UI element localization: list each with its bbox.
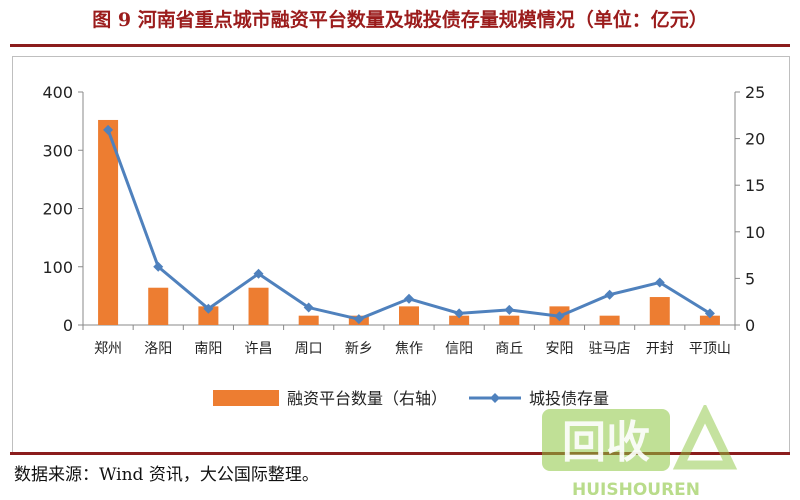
bar [148, 287, 169, 325]
source-note: 数据来源：Wind 资讯，大公国际整理。 [14, 465, 319, 485]
right-tick-label: 5 [745, 269, 755, 288]
title-divider [10, 44, 790, 47]
x-tick-label: 信阳 [445, 341, 473, 357]
x-tick-label: 郑州 [94, 341, 122, 357]
x-tick-label: 周口 [295, 341, 323, 357]
left-tick-label: 300 [42, 141, 73, 160]
legend-label-bar: 融资平台数量（右轴） [287, 389, 447, 408]
x-tick-label: 平顶山 [689, 341, 731, 357]
line-point [654, 277, 665, 288]
x-tick-label: 许昌 [245, 341, 273, 357]
chart-title: 图 9 河南省重点城市融资平台数量及城投债存量规模情况（单位：亿元） [92, 9, 708, 31]
line-point [604, 289, 615, 300]
line-point [704, 308, 715, 319]
series-line [106, 129, 711, 321]
line-point [303, 302, 314, 313]
legend-swatch-bar [213, 390, 279, 406]
bar [499, 315, 520, 325]
left-tick-label: 400 [42, 83, 73, 102]
line-point [203, 303, 214, 314]
bar [699, 315, 720, 325]
line-point [404, 293, 414, 304]
bar [599, 315, 620, 325]
bar [449, 315, 470, 325]
line-point [454, 308, 465, 319]
line-point [253, 268, 264, 279]
bar [399, 306, 419, 325]
right-tick-label: 15 [745, 176, 765, 195]
x-tick-label: 商丘 [495, 341, 523, 357]
x-tick-label: 开封 [646, 341, 674, 357]
right-tick-label: 10 [745, 223, 765, 242]
watermark-logo: 回收 HUISHOUREN [542, 405, 738, 500]
x-tick-label: 安阳 [545, 341, 573, 357]
left-tick-label: 100 [42, 258, 73, 277]
x-tick-label: 新乡 [345, 341, 373, 357]
legend-label-line: 城投债存量 [529, 389, 609, 408]
bar [248, 287, 269, 325]
line-point [103, 124, 114, 135]
source-divider [10, 452, 790, 455]
bar [298, 315, 319, 325]
bar [198, 306, 219, 325]
right-tick-label: 25 [745, 83, 765, 102]
left-tick-label: 0 [63, 316, 73, 335]
line-point [504, 304, 515, 315]
line-point [153, 261, 164, 272]
x-tick-label: 驻马店 [589, 341, 631, 357]
bar [649, 297, 670, 325]
line-point [353, 314, 364, 325]
watermark-text: 回收 [562, 417, 650, 468]
right-tick-label: 0 [745, 316, 755, 335]
watermark-subtext: HUISHOUREN [572, 480, 700, 500]
chart-frame: 0 100 200 300 400 0 5 10 15 20 25 郑州 洛阳 南阳 许昌 周口 新乡 焦作 信阳 商… [12, 56, 790, 453]
right-tick-label: 20 [745, 130, 765, 149]
left-tick-label: 200 [42, 200, 73, 219]
combo-chart: 0 100 200 300 400 0 5 10 15 20 25 郑州 洛阳 南阳 许昌 周口 新乡 焦作 信阳 商… [42, 83, 765, 408]
x-tick-label: 焦作 [395, 341, 423, 357]
x-tick-label: 洛阳 [144, 341, 172, 357]
bar [98, 119, 119, 326]
x-tick-label: 南阳 [194, 341, 222, 357]
line-point [554, 311, 565, 322]
legend-swatch-marker [490, 393, 500, 403]
